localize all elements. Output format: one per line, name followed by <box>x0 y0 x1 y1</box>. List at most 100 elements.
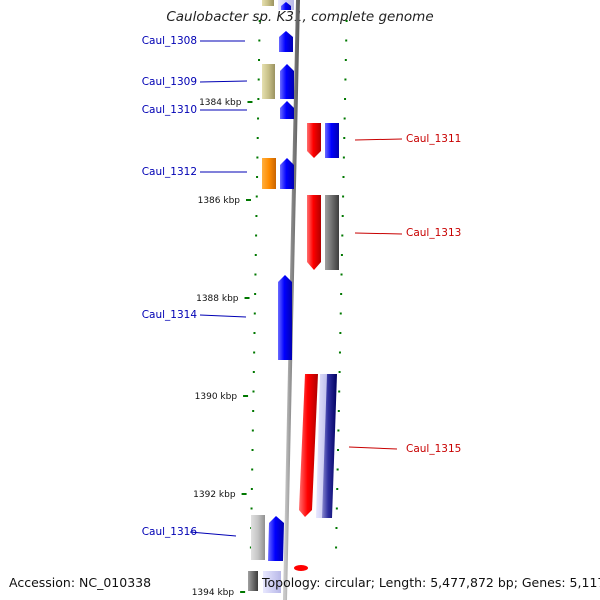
label-leader-line <box>199 80 248 83</box>
position-dot <box>257 78 260 81</box>
position-dot <box>339 312 342 315</box>
gene-block <box>294 565 308 571</box>
scale-tick-mark <box>244 297 250 299</box>
scale-tick-mark <box>247 101 253 103</box>
scale-tick-label: 1390 kbp <box>195 392 238 402</box>
gene-block <box>262 0 274 6</box>
position-dot <box>258 59 261 61</box>
position-dot <box>252 410 255 412</box>
gene-label[interactable]: Caul_1316 <box>142 526 198 538</box>
gene-arrow <box>280 64 294 99</box>
position-dot <box>338 371 341 373</box>
position-dot <box>256 176 259 178</box>
scale-tick-label: 1386 kbp <box>198 196 241 206</box>
position-dot <box>345 39 348 42</box>
gene-label[interactable]: Caul_1308 <box>142 35 197 47</box>
position-dot <box>336 488 339 490</box>
position-dot <box>344 98 347 100</box>
gene-block <box>262 64 275 99</box>
topology-text: Topology: circular; Length: 5,477,872 bp… <box>262 575 600 590</box>
gene-block <box>251 515 265 560</box>
position-dot <box>258 39 261 42</box>
gene-block <box>248 571 258 591</box>
position-dot <box>342 176 345 178</box>
scale-tick-mark <box>241 493 247 495</box>
label-leader-line <box>189 531 237 537</box>
label-leader-line <box>348 446 398 450</box>
position-dot <box>337 429 340 432</box>
gene-arrow <box>299 374 318 517</box>
position-dot <box>254 273 257 276</box>
label-leader-line <box>354 232 403 235</box>
gene-label[interactable]: Caul_1315 <box>406 443 461 455</box>
gene-arrow <box>307 123 321 158</box>
gene-label[interactable]: Caul_1313 <box>406 227 461 239</box>
position-dot <box>249 546 252 549</box>
position-dot <box>254 254 257 256</box>
map-title: Caulobacter sp. K31, complete genome <box>166 9 434 25</box>
position-dot <box>338 351 341 354</box>
position-dot <box>344 78 347 81</box>
position-dot <box>341 215 344 217</box>
position-dot <box>338 390 341 393</box>
gene-block <box>262 158 276 189</box>
position-dot <box>253 312 256 315</box>
scale-ticks: 1384 kbp 1386 kbp 1388 kbp 1390 kbp 1392 kbp… <box>192 98 253 598</box>
gene-arrow <box>280 101 294 119</box>
gene-arrow <box>268 516 284 561</box>
scale-tick-mark <box>246 199 251 201</box>
gene-arrow <box>307 195 321 270</box>
position-dot <box>250 488 253 490</box>
gene-arrow <box>281 2 291 10</box>
position-dot <box>256 156 259 159</box>
position-dot <box>342 156 345 159</box>
label-leaders <box>189 40 403 537</box>
position-dot <box>253 351 256 354</box>
position-dot <box>251 468 254 471</box>
position-dot <box>255 215 258 217</box>
gene-label[interactable]: Caul_1312 <box>142 166 197 178</box>
scale-tick-label: 1384 kbp <box>199 98 242 108</box>
gene-features <box>248 0 339 593</box>
gene-label[interactable]: Caul_1311 <box>406 133 461 145</box>
position-dot <box>337 449 340 451</box>
position-dot <box>345 20 348 22</box>
gene-arrow <box>280 158 294 189</box>
position-dot <box>343 137 346 139</box>
position-dot <box>342 195 345 198</box>
label-leader-line <box>354 138 403 141</box>
position-dot <box>335 546 338 549</box>
gene-label[interactable]: Caul_1314 <box>142 309 198 321</box>
position-dot <box>340 254 343 256</box>
position-dot <box>258 20 261 22</box>
gene-label[interactable]: Caul_1310 <box>142 104 197 116</box>
gene-label[interactable]: Caul_1309 <box>142 76 197 88</box>
gene-block <box>325 123 339 158</box>
position-dot <box>252 390 255 393</box>
position-dot <box>252 371 255 373</box>
accession-text: Accession: NC_010338 <box>9 575 152 590</box>
position-dot <box>340 273 343 276</box>
position-dot <box>255 195 258 198</box>
scale-tick-label: 1392 kbp <box>193 490 236 500</box>
position-dot <box>343 117 346 120</box>
position-dots <box>249 20 348 549</box>
position-dot <box>340 293 343 295</box>
gene-arrow <box>278 275 292 360</box>
position-dot <box>257 117 260 120</box>
scale-tick-mark <box>240 591 246 593</box>
position-dot <box>250 507 253 510</box>
gene-block <box>325 195 339 270</box>
position-dot <box>251 449 254 451</box>
label-leader-line <box>199 314 247 318</box>
scale-tick-label: 1388 kbp <box>196 294 239 304</box>
position-dot <box>335 527 338 529</box>
gene-arrow <box>279 31 293 52</box>
position-dot <box>337 410 340 412</box>
scale-tick-label: 1394 kbp <box>192 588 235 598</box>
position-dot <box>253 332 256 334</box>
position-dot <box>336 468 339 471</box>
gene-labels: Caul_1308 Caul_1309 Caul_1310 Caul_1311 Caul… <box>142 35 462 538</box>
position-dot <box>254 293 257 295</box>
